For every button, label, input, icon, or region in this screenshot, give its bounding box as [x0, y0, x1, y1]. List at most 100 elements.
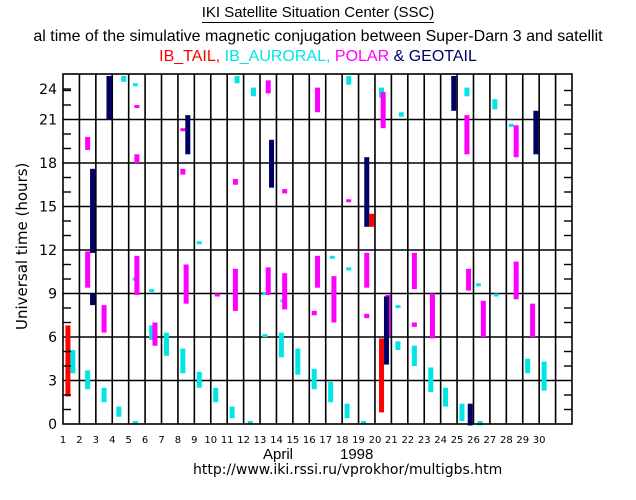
data-bar	[493, 293, 499, 297]
legend-geotail: & GEOTAIL	[389, 48, 477, 65]
legend-polar: POLAR	[330, 48, 390, 65]
chart-subtitle: al time of the simulative magnetic conju…	[33, 28, 603, 45]
chart-title-text: IKI Satellite Situation Center (SSC)	[201, 4, 435, 23]
x-tick-label: 29	[516, 435, 529, 446]
x-tick-label: 20	[369, 435, 382, 446]
data-bar	[250, 87, 256, 97]
data-bar	[265, 80, 271, 94]
data-bar	[282, 189, 288, 194]
data-bar	[121, 76, 127, 82]
data-bar	[134, 255, 140, 295]
data-bar	[464, 115, 470, 155]
x-tick-label: 11	[221, 435, 234, 446]
data-bar	[90, 168, 96, 253]
data-bar	[451, 76, 457, 111]
data-bar	[315, 255, 320, 288]
y-tick-label: 21	[39, 113, 57, 129]
data-bar	[379, 338, 385, 413]
y-tick-label: 15	[39, 200, 57, 216]
data-bar	[364, 313, 370, 319]
grid	[63, 74, 572, 424]
data-bar	[65, 325, 71, 397]
y-tick-label: 6	[48, 330, 57, 346]
y-tick-label: 9	[48, 287, 57, 303]
data-bar	[183, 264, 189, 304]
x-tick-label: 9	[191, 435, 197, 446]
data-bar	[398, 112, 404, 117]
data-bar	[134, 154, 140, 163]
data-bar	[513, 125, 519, 158]
data-bar	[262, 292, 268, 296]
data-bar	[464, 87, 470, 97]
data-bar	[232, 268, 238, 311]
x-tick-label: 18	[336, 435, 349, 446]
data-bar	[530, 303, 536, 337]
x-tick-label: 23	[418, 435, 431, 446]
data-bar	[134, 105, 140, 108]
series-geotail	[90, 76, 539, 426]
data-bar	[467, 403, 473, 426]
data-bar	[480, 300, 486, 337]
data-bar	[85, 251, 91, 288]
plot-border	[62, 73, 573, 425]
data-bar	[344, 403, 350, 419]
y-axis-label: Universal time (hours)	[13, 163, 31, 330]
data-bar	[525, 358, 531, 374]
data-bar	[213, 387, 219, 403]
data-bar	[360, 421, 366, 424]
x-tick-label: 1	[60, 435, 66, 446]
x-tick-label: 19	[352, 435, 365, 446]
data-bar	[369, 213, 375, 227]
data-bar	[278, 332, 284, 358]
data-bar	[411, 345, 417, 366]
data-bar	[346, 199, 352, 203]
data-bar	[508, 123, 514, 127]
data-bar	[459, 403, 465, 422]
data-bar	[533, 110, 539, 155]
data-bar	[411, 322, 417, 327]
data-bar	[90, 293, 96, 306]
data-bar	[262, 334, 268, 338]
y-tick-label: 0	[48, 417, 57, 433]
data-bar	[513, 261, 519, 300]
data-bar	[477, 421, 483, 426]
data-bar	[116, 406, 122, 417]
y-tick-label: 24	[39, 82, 57, 98]
data-bar	[443, 387, 449, 407]
legend-ib-tail: IB_TAIL,	[159, 48, 221, 65]
x-tick-label: 27	[484, 435, 497, 446]
x-tick-label: 24	[434, 435, 447, 446]
data-bar	[282, 273, 288, 310]
data-bar	[346, 76, 352, 85]
data-bar	[180, 128, 186, 132]
data-bar	[311, 310, 317, 316]
y-tick-label: 18	[39, 156, 57, 172]
data-bar	[101, 387, 107, 403]
data-bar	[149, 289, 155, 293]
x-tick-label: 12	[237, 435, 250, 446]
data-bar	[364, 252, 370, 288]
data-bar	[214, 293, 220, 297]
data-bar	[311, 368, 317, 390]
data-bar	[269, 139, 275, 188]
data-marks	[65, 76, 547, 426]
data-bar	[380, 91, 386, 129]
data-bar	[475, 283, 481, 287]
source-url: http://www.iki.rssi.ru/vprokhor/multigbs…	[193, 462, 503, 478]
x-tick-label: 17	[319, 435, 332, 446]
data-bar	[428, 367, 434, 393]
x-tick-label: 22	[401, 435, 414, 446]
data-bar	[85, 370, 91, 390]
x-tick-label: 13	[254, 435, 267, 446]
x-axis-month: April	[263, 446, 294, 463]
x-tick-label: 3	[93, 435, 99, 446]
y-axis: 0 3 6 9 12 15 18 21 24	[39, 82, 572, 433]
plot-frame	[62, 73, 573, 425]
x-tick-label: 26	[467, 435, 480, 446]
series-ib-tail	[65, 213, 385, 413]
y-tick-label: 3	[48, 374, 57, 390]
data-bar	[383, 296, 389, 365]
x-tick-label: 28	[500, 435, 513, 446]
legend-ib-auroral: IB_AURORAL,	[220, 48, 331, 65]
